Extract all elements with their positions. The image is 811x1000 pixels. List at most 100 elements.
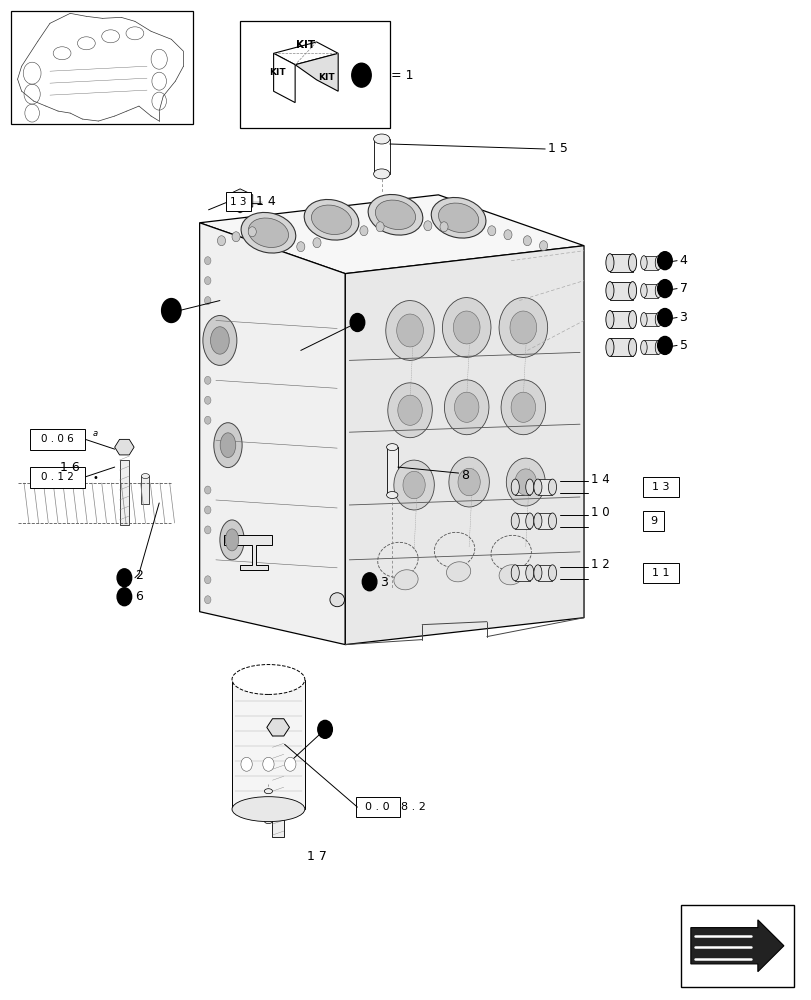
Text: 3: 3: [679, 311, 687, 324]
Circle shape: [657, 309, 672, 326]
Text: KIT: KIT: [296, 40, 315, 50]
Circle shape: [204, 277, 211, 285]
Ellipse shape: [304, 199, 358, 240]
Text: 1 4: 1 4: [590, 473, 608, 486]
Text: 7: 7: [679, 282, 687, 295]
Polygon shape: [273, 53, 294, 103]
Ellipse shape: [500, 380, 545, 435]
Circle shape: [204, 486, 211, 494]
Circle shape: [312, 238, 320, 248]
Ellipse shape: [547, 565, 556, 581]
Ellipse shape: [509, 311, 536, 344]
Ellipse shape: [605, 338, 613, 356]
Ellipse shape: [628, 282, 636, 300]
Ellipse shape: [444, 380, 488, 435]
Text: = 1: = 1: [390, 69, 413, 82]
Ellipse shape: [141, 474, 149, 479]
Text: 1 2: 1 2: [590, 558, 608, 571]
Ellipse shape: [605, 282, 613, 300]
Bar: [643, 284, 658, 298]
Circle shape: [117, 569, 131, 587]
Ellipse shape: [533, 513, 541, 529]
Bar: [642, 511, 663, 531]
Bar: [30, 467, 84, 488]
Bar: [11, 11, 193, 124]
Bar: [272, 737, 284, 837]
Text: 1 7: 1 7: [307, 850, 327, 863]
Ellipse shape: [533, 565, 541, 581]
Ellipse shape: [654, 284, 661, 298]
Ellipse shape: [453, 311, 479, 344]
Circle shape: [217, 236, 225, 246]
Text: 1 3: 1 3: [651, 482, 669, 492]
Ellipse shape: [514, 469, 536, 495]
Bar: [609, 282, 632, 300]
Circle shape: [117, 588, 131, 606]
Ellipse shape: [533, 479, 541, 495]
Bar: [386, 447, 397, 495]
Ellipse shape: [232, 665, 304, 694]
Ellipse shape: [375, 200, 415, 230]
Ellipse shape: [525, 479, 533, 495]
Bar: [141, 476, 149, 504]
Text: a: a: [92, 429, 98, 438]
Circle shape: [204, 416, 211, 424]
Ellipse shape: [311, 205, 351, 235]
Circle shape: [350, 314, 364, 331]
Ellipse shape: [506, 458, 544, 506]
Bar: [264, 791, 272, 821]
Circle shape: [248, 227, 256, 237]
Bar: [355, 797, 400, 817]
Circle shape: [296, 242, 304, 252]
Circle shape: [351, 63, 371, 87]
Circle shape: [317, 720, 332, 738]
Ellipse shape: [248, 218, 288, 247]
Text: 0 . 0: 0 . 0: [365, 802, 389, 812]
Ellipse shape: [628, 311, 636, 328]
Ellipse shape: [329, 593, 344, 607]
Bar: [537, 513, 551, 529]
Circle shape: [204, 506, 211, 514]
Text: 0 . 0 6: 0 . 0 6: [41, 434, 74, 444]
Ellipse shape: [264, 819, 272, 824]
Ellipse shape: [654, 313, 661, 326]
Bar: [240, 21, 389, 128]
Bar: [609, 338, 632, 356]
Ellipse shape: [402, 471, 425, 499]
Ellipse shape: [499, 565, 522, 585]
Circle shape: [241, 757, 252, 771]
Polygon shape: [224, 535, 272, 570]
Bar: [643, 313, 658, 326]
Ellipse shape: [448, 457, 489, 507]
Circle shape: [232, 232, 240, 242]
Bar: [515, 565, 529, 581]
Circle shape: [204, 297, 211, 305]
Text: 1 4: 1 4: [256, 195, 276, 208]
Bar: [642, 477, 678, 497]
Ellipse shape: [446, 562, 470, 582]
Ellipse shape: [220, 433, 235, 457]
Text: KIT: KIT: [269, 68, 285, 77]
Ellipse shape: [264, 789, 272, 794]
Text: 0 . 1 2: 0 . 1 2: [41, 472, 74, 482]
Circle shape: [204, 396, 211, 404]
Ellipse shape: [499, 298, 547, 357]
Ellipse shape: [511, 479, 519, 495]
Bar: [515, 479, 529, 495]
Ellipse shape: [654, 256, 661, 270]
Ellipse shape: [654, 340, 661, 354]
Bar: [642, 563, 678, 583]
Circle shape: [657, 336, 672, 354]
Ellipse shape: [547, 479, 556, 495]
Ellipse shape: [640, 284, 646, 298]
Circle shape: [504, 230, 512, 240]
Ellipse shape: [640, 313, 646, 326]
Polygon shape: [200, 223, 345, 645]
Ellipse shape: [220, 520, 244, 560]
Ellipse shape: [393, 570, 418, 590]
Bar: [373, 139, 389, 174]
Circle shape: [539, 241, 547, 251]
Ellipse shape: [367, 194, 423, 235]
Bar: [232, 680, 304, 809]
Text: 1 0: 1 0: [590, 506, 608, 519]
